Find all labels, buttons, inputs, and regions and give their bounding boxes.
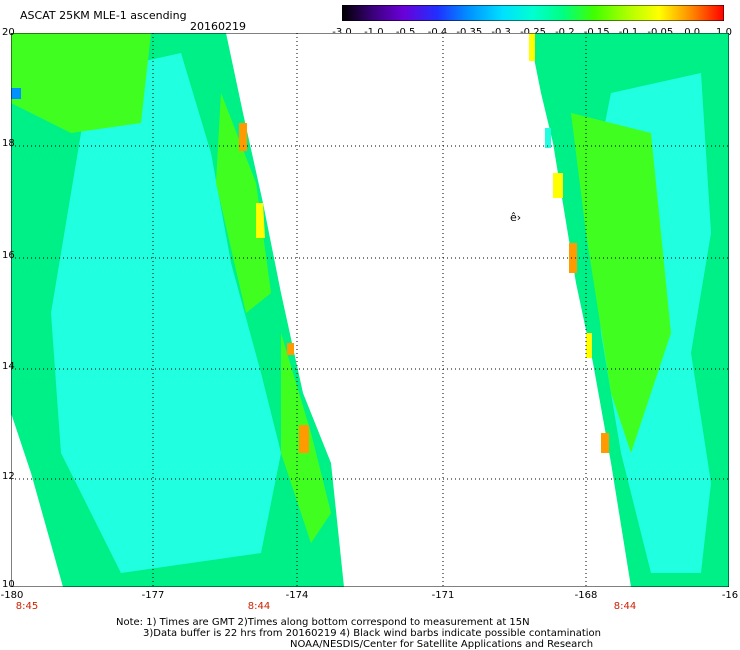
swath-left-core <box>51 53 281 573</box>
lat-label: 10 <box>2 579 15 590</box>
lon-label: -168 <box>574 590 598 601</box>
swath-left-edge <box>299 425 309 453</box>
lon-label: -177 <box>141 590 165 601</box>
note-line-1: Note: 1) Times are GMT 2)Times along bot… <box>116 617 530 628</box>
product-date: 20160219 <box>190 20 246 33</box>
wind-map <box>11 33 729 587</box>
lat-label: 12 <box>2 471 15 482</box>
lon-label: -174 <box>285 590 309 601</box>
lon-label: -16 <box>721 590 739 601</box>
lat-label: 14 <box>2 361 15 372</box>
swath-left <box>11 33 344 587</box>
swath-right-edge <box>601 433 609 453</box>
pass-time-label: 8:45 <box>15 601 39 612</box>
swath-right-edge <box>586 333 592 358</box>
swath-left-edge <box>256 203 265 238</box>
swath-left-edge <box>287 343 294 355</box>
swath-right-patch <box>571 113 671 453</box>
note-line-2: 3)Data buffer is 22 hrs from 20160219 4)… <box>143 628 601 639</box>
colorbar <box>342 5 724 21</box>
swath-left-edge <box>239 123 247 151</box>
swath-right-edge <box>545 128 551 148</box>
pass-time-label: 8:44 <box>247 601 271 612</box>
lat-label: 20 <box>2 27 15 38</box>
swath-right <box>529 33 729 587</box>
swath-right-edge <box>553 173 563 198</box>
swath-left-patch <box>11 33 151 133</box>
swath-left-edge <box>11 88 21 99</box>
lon-label: -180 <box>0 590 24 601</box>
note-line-3: NOAA/NESDIS/Center for Satellite Applica… <box>290 639 594 650</box>
swath-right-edge <box>569 243 577 273</box>
product-title: ASCAT 25KM MLE-1 ascending <box>20 9 187 22</box>
pass-time-label: 8:44 <box>613 601 637 612</box>
swath-left-patch <box>216 93 271 313</box>
swath-right-edge <box>529 33 535 61</box>
wind-barb-icon: ê› <box>510 211 522 224</box>
lon-label: -171 <box>431 590 455 601</box>
lat-label: 16 <box>2 250 15 261</box>
lat-label: 18 <box>2 138 15 149</box>
grid-lines <box>11 33 729 587</box>
